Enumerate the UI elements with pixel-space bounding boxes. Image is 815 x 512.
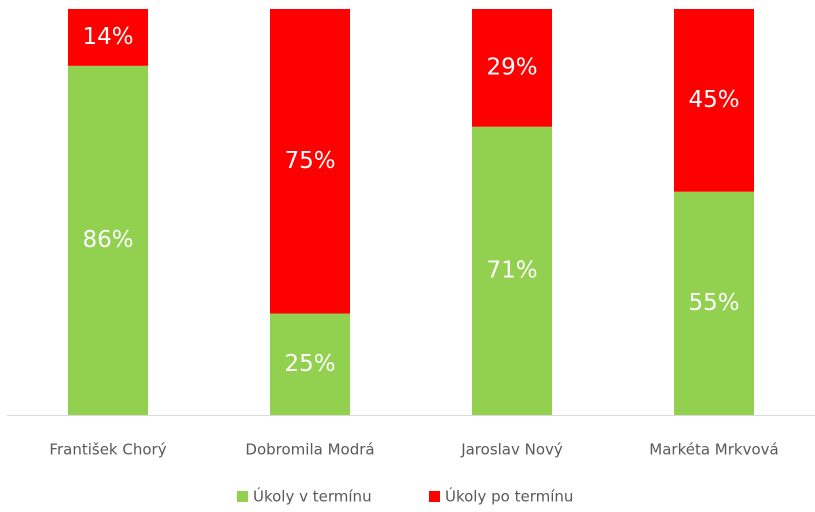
data-label: 45%	[688, 87, 739, 113]
bar-segment	[270, 313, 350, 415]
x-tick-label: Dobromila Modrá	[245, 441, 374, 459]
data-label: 71%	[486, 257, 537, 283]
bar-segment	[68, 9, 148, 66]
legend-swatch	[237, 491, 248, 502]
data-label: 86%	[82, 227, 133, 253]
data-label: 75%	[284, 148, 335, 174]
legend-label: Úkoly v termínu	[253, 487, 372, 506]
bar-segment	[68, 65, 148, 415]
data-label: 14%	[82, 24, 133, 50]
data-label: 25%	[284, 351, 335, 377]
x-tick-label: Markéta Mrkvová	[649, 441, 778, 459]
x-tick-label: Jaroslav Nový	[460, 441, 563, 459]
bar-segment	[270, 9, 350, 314]
bar-segment	[674, 191, 754, 415]
data-label: 29%	[486, 54, 537, 80]
bar-segment	[674, 9, 754, 192]
legend-label: Úkoly po termínu	[445, 487, 573, 506]
x-tick-label: František Chorý	[49, 441, 166, 459]
bar-segment	[472, 126, 552, 416]
bar-segment	[472, 9, 552, 127]
legend-swatch	[429, 491, 440, 502]
data-label: 55%	[688, 290, 739, 316]
